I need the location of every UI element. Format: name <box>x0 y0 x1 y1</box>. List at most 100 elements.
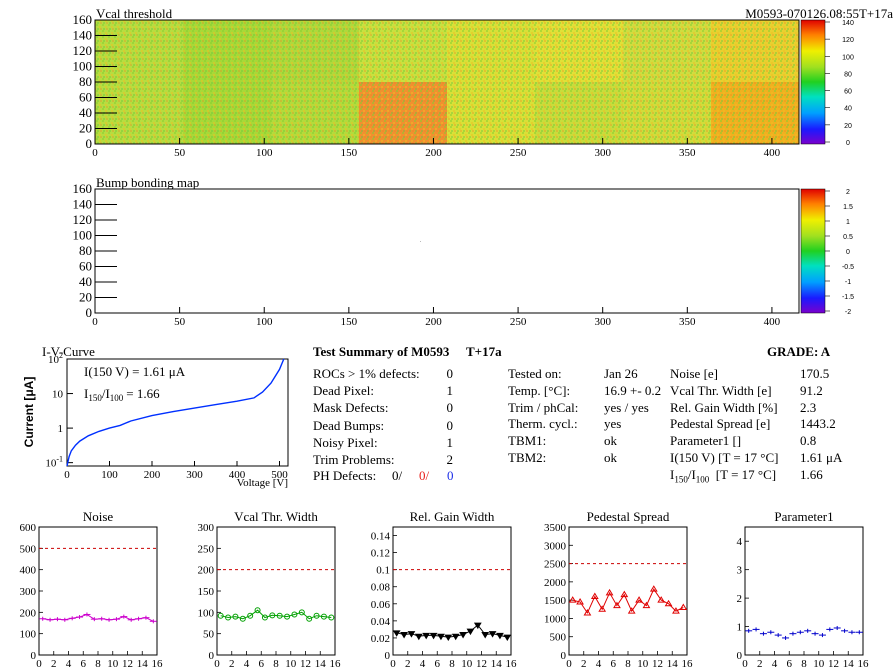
x-tick-label: 200 <box>425 316 442 328</box>
data-point <box>774 633 782 638</box>
ph-defects-label: PH Defects: <box>313 468 377 483</box>
iv-xlabel: Voltage [V] <box>237 477 288 489</box>
data-point <box>789 631 797 636</box>
bump-map-axes: 0 50 100 150 200 250 300 350 4000204060801001201… <box>73 181 781 328</box>
summary-row-label: Therm. cycl.: <box>508 416 578 432</box>
scale-tick-label: 2 <box>846 189 850 196</box>
iv-annotation-current: I(150 V) = 1.61 μA <box>84 364 186 379</box>
y-tick-label: 160 <box>73 181 93 196</box>
x-tick-label: 14 <box>843 658 855 670</box>
y-tick-label: 1 <box>737 622 743 634</box>
iv-ratio-sub1: 150 <box>88 393 102 403</box>
x-tick-label: 2 <box>581 658 587 670</box>
chart-title: Rel. Gain Width <box>410 509 495 524</box>
summary-row-value: 170.5 <box>800 366 830 381</box>
x-tick-label: 250 <box>510 147 527 159</box>
y-tick-label: 60 <box>79 90 92 105</box>
summary-row-value: ok <box>604 433 617 449</box>
iv-ratio-sub2: 100 <box>110 393 124 403</box>
data-point <box>429 632 438 640</box>
x-tick-label: 4 <box>772 658 778 670</box>
data-point <box>481 632 490 639</box>
scale-tick-label: 120 <box>842 37 854 44</box>
data-point <box>414 633 423 641</box>
x-tick-label: 2 <box>405 658 411 670</box>
vcal-map-axes: 0 50 100 150 200 250 300 350 4000204060801001201… <box>73 12 781 159</box>
y-tick-label: 0.12 <box>371 548 390 560</box>
bump-map-title: Bump bonding map <box>96 175 199 190</box>
y-tick-label: 1500 <box>544 595 567 607</box>
y-tick-label: 80 <box>79 243 92 258</box>
y-tick-label: 2 <box>737 593 743 605</box>
summary-row-value: 0 <box>446 417 454 433</box>
summary-row-label: Dead Pixel: <box>313 383 375 399</box>
y-tick-label: 500 <box>20 543 37 555</box>
data-point <box>76 615 84 620</box>
iv-x-tick-label: 500 <box>271 469 288 481</box>
x-tick-label: 2 <box>229 658 235 670</box>
data-point <box>120 614 128 619</box>
iv-x-tick-label: 0 <box>64 469 70 481</box>
x-tick-label: 0 <box>36 658 42 670</box>
chart-frame <box>38 526 158 656</box>
data-point <box>269 612 276 619</box>
x-tick-label: 12 <box>300 658 311 670</box>
y-tick-label: 0.04 <box>371 616 391 628</box>
data-point <box>239 615 246 622</box>
x-tick-label: 10 <box>461 658 473 670</box>
summary-row-value: Jan 26 <box>604 366 638 381</box>
data-point <box>135 616 143 621</box>
iv-annotation-ratio: I150/I100 = 1.66 <box>84 386 160 403</box>
data-point <box>568 596 577 603</box>
y-tick-label: 120 <box>73 43 93 58</box>
y-tick-label: 300 <box>20 586 37 598</box>
summary-row-value: 0.8 <box>800 433 817 449</box>
series-line <box>396 624 508 638</box>
data-point <box>400 632 408 639</box>
data-point <box>613 601 621 609</box>
x-tick-label: 6 <box>435 658 441 670</box>
y-tick-label: 300 <box>198 522 215 534</box>
data-point <box>848 630 856 635</box>
x-tick-label: 300 <box>594 147 611 159</box>
summary-row-label: Temp. [°C]: <box>508 382 571 398</box>
summary-row-label: ROCs > 1% defects: <box>313 366 420 381</box>
data-point <box>39 616 47 621</box>
data-point <box>232 613 239 620</box>
scale-tick-label: 20 <box>844 123 852 130</box>
x-tick-label: 14 <box>137 658 149 670</box>
data-point <box>672 607 680 614</box>
data-point <box>583 608 592 616</box>
y-tick-label: 100 <box>73 59 93 74</box>
data-point <box>451 633 460 641</box>
data-point <box>627 607 636 614</box>
data-point <box>437 633 445 641</box>
iv-x-tick-label: 100 <box>101 469 118 481</box>
y-tick-label: 0 <box>86 136 93 151</box>
x-tick-label: 8 <box>801 658 807 670</box>
bump-color-scale-ticks: -2 -1.5 -1 -0.5 0 0.5 1 1.5 2 <box>825 189 854 316</box>
y-tick-label: 3 <box>737 565 743 577</box>
y-tick-label: 0.06 <box>371 599 391 611</box>
data-point <box>149 619 157 624</box>
x-tick-label: 10 <box>813 658 825 670</box>
iv-curve-panel: I-V-Curve 0 100 200 300 400 500 10-1 1 10 102 I(1… <box>22 344 289 489</box>
scale-tick-label: -0.5 <box>842 264 854 271</box>
data-point <box>605 588 614 596</box>
summary-row-label: TBM1: <box>508 433 547 449</box>
x-tick-label: 12 <box>828 658 839 670</box>
data-point <box>804 628 812 633</box>
y-tick-label: 600 <box>20 522 37 534</box>
x-tick-label: 6 <box>81 658 87 670</box>
x-tick-label: 16 <box>682 658 694 670</box>
x-tick-label: 6 <box>787 658 793 670</box>
summary-row-value: 91.2 <box>800 382 823 398</box>
iv-ratio-mid: /I <box>102 386 110 401</box>
data-point <box>466 628 475 636</box>
data-point <box>306 615 313 622</box>
data-point <box>284 613 291 620</box>
scale-tick-label: 1 <box>846 219 850 226</box>
y-tick-label: 2000 <box>544 577 567 589</box>
